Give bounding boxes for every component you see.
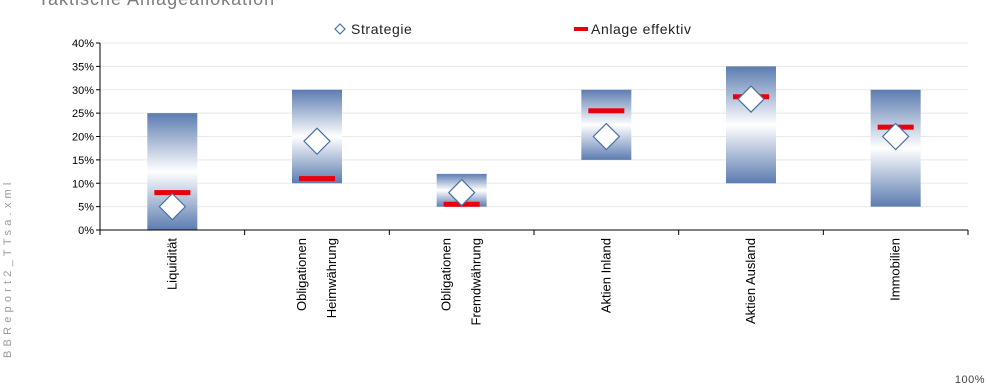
category-label: Obligationen xyxy=(294,238,309,311)
chart-title: Taktische Anlageallokation xyxy=(38,0,275,10)
y-tick-label: 25% xyxy=(72,108,94,120)
y-tick-label: 5% xyxy=(78,202,94,214)
zoom-label: 100% xyxy=(954,374,985,386)
y-tick-label: 20% xyxy=(72,132,94,144)
strategy-marker xyxy=(447,178,476,207)
y-tick-labels: 0% 5% 10% 15% 20% 25% 30% 35% 40% xyxy=(72,38,94,237)
effective-marker xyxy=(154,190,191,196)
range-band xyxy=(726,66,776,184)
category-label: Heimwährung xyxy=(324,238,339,318)
y-tick-label: 10% xyxy=(72,178,94,190)
strategy-marker xyxy=(881,122,910,151)
legend-diamond-icon xyxy=(334,23,346,35)
legend-label: Strategie xyxy=(351,21,412,37)
category-label: Liquidität xyxy=(164,238,179,290)
strategy-marker xyxy=(737,85,765,113)
category-labels: Liquidität Obligationen Heimwährung Obligat… xyxy=(164,238,902,326)
strategy-marker xyxy=(592,122,621,151)
category-label: Fremdwährung xyxy=(469,238,484,325)
y-tick-label: 40% xyxy=(72,38,94,50)
y-tick-label: 15% xyxy=(72,155,94,167)
band-layer xyxy=(147,66,921,230)
effective-marker xyxy=(299,176,335,182)
category-label: Obligationen xyxy=(439,238,454,311)
legend-item-strategie: Strategie xyxy=(334,21,412,37)
y-tick-label: 35% xyxy=(72,61,94,73)
legend-item-anlage-effektiv: Anlage effektiv xyxy=(574,21,692,37)
legend: Strategie Anlage effektiv xyxy=(334,21,692,37)
grid-layer xyxy=(100,42,968,208)
strategy-marker xyxy=(303,127,331,156)
legend-label: Anlage effektiv xyxy=(591,21,692,37)
category-label: Aktien Ausland xyxy=(743,238,758,324)
category-label: Aktien Inland xyxy=(598,238,613,313)
category-label: Immobilien xyxy=(888,238,903,301)
effective-marker xyxy=(588,108,625,114)
y-tick-label: 30% xyxy=(72,85,94,97)
axis-layer xyxy=(96,42,969,235)
marker-layer xyxy=(154,85,914,221)
legend-dash-icon xyxy=(574,27,588,31)
y-tick-label: 0% xyxy=(78,225,94,237)
strategy-marker xyxy=(158,192,187,221)
